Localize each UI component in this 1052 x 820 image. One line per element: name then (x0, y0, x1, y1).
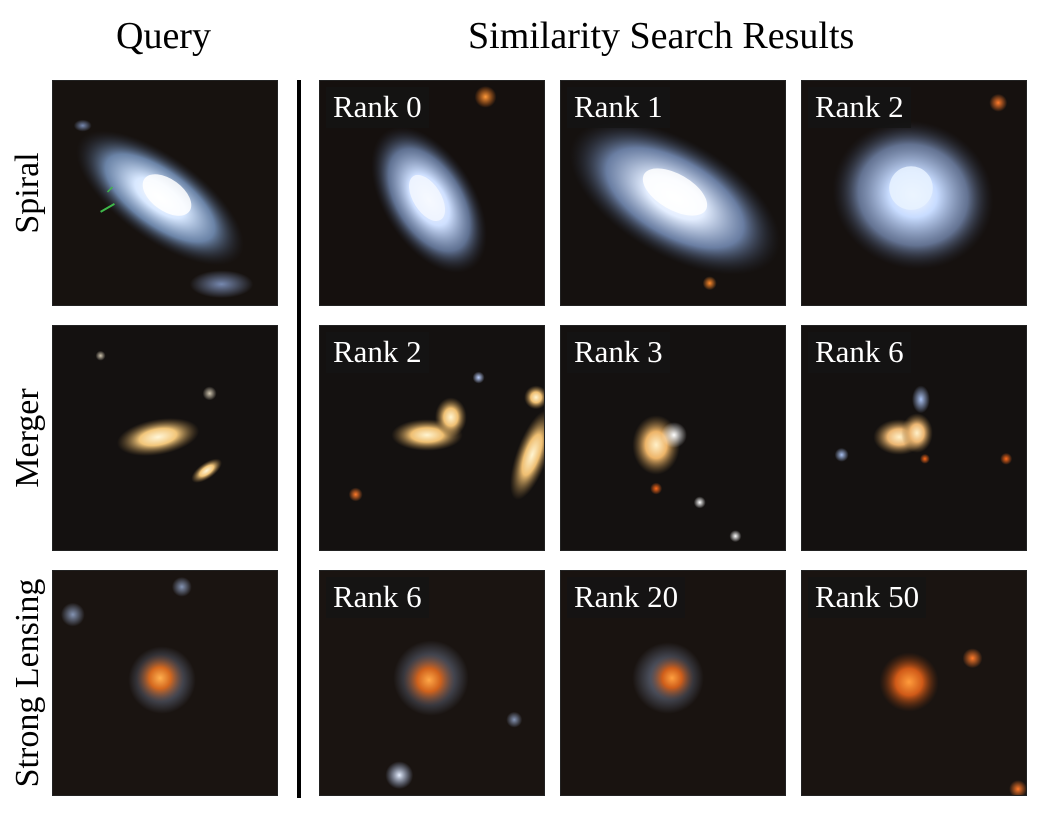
results-column-header: Similarity Search Results (468, 15, 855, 57)
query-image-spiral (52, 80, 278, 306)
result-image: Rank 2 (319, 325, 545, 551)
rank-label: Rank 0 (326, 87, 429, 128)
rank-label: Rank 6 (326, 577, 429, 618)
rank-label: Rank 2 (808, 87, 911, 128)
result-image: Rank 6 (801, 325, 1027, 551)
result-image: Rank 0 (319, 80, 545, 306)
merger-galaxy-image (53, 326, 277, 550)
spiral-galaxy-image (561, 81, 785, 305)
result-image: Rank 20 (560, 570, 786, 796)
rank-label: Rank 20 (567, 577, 686, 618)
result-image: Rank 6 (319, 570, 545, 796)
result-image: Rank 50 (801, 570, 1027, 796)
rank-label: Rank 50 (808, 577, 927, 618)
row-label-strong-lensing: Strong Lensing (9, 578, 46, 788)
query-image-merger (52, 325, 278, 551)
result-image: Rank 2 (801, 80, 1027, 306)
result-image: Rank 1 (560, 80, 786, 306)
query-column-header: Query (116, 15, 211, 57)
spiral-galaxy-image (53, 81, 277, 305)
rank-label: Rank 1 (567, 87, 670, 128)
lensing-galaxy-image (53, 571, 277, 795)
query-results-divider (297, 80, 301, 798)
rank-label: Rank 6 (808, 332, 911, 373)
row-label-spiral: Spiral (9, 152, 46, 234)
result-image: Rank 3 (560, 325, 786, 551)
query-image-strong-lensing (52, 570, 278, 796)
rank-label: Rank 3 (567, 332, 670, 373)
row-label-merger: Merger (9, 388, 46, 488)
rank-label: Rank 2 (326, 332, 429, 373)
